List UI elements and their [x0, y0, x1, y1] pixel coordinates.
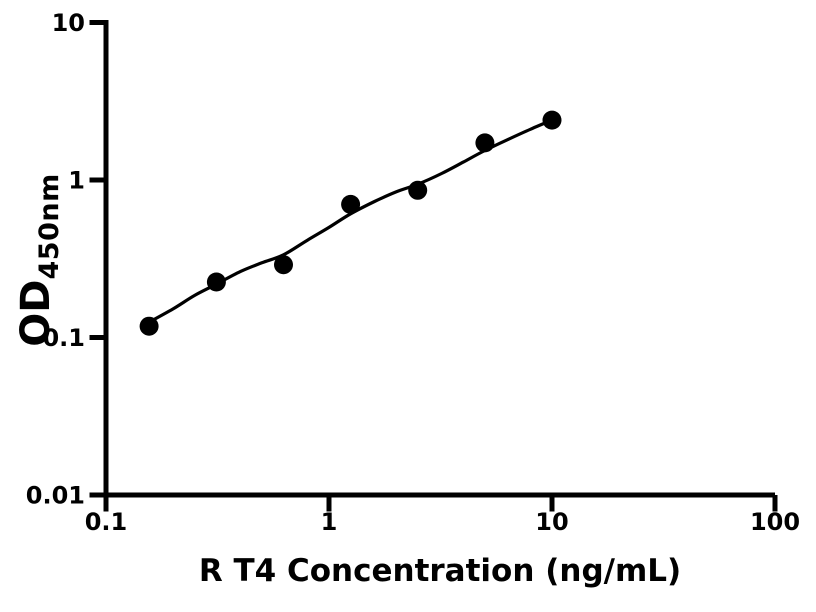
data-point [341, 194, 361, 214]
data-point [206, 272, 226, 292]
x-axis-label: R T4 Concentration (ng/mL) [198, 553, 682, 589]
data-point [542, 110, 562, 130]
data-point [139, 316, 159, 336]
data-point [274, 255, 293, 275]
y-axis-label: OD450nm [4, 140, 68, 380]
y-axis-label-subscript: 450nm [34, 173, 65, 280]
y-tick-label: 10 [52, 9, 85, 37]
x-tick-label: 1 [321, 508, 338, 536]
x-tick-label: 100 [750, 508, 800, 536]
x-tick-label: 0.1 [85, 508, 128, 536]
axis-spines [103, 20, 775, 498]
x-tick-label: 10 [535, 508, 568, 536]
y-tick-label: 0.1 [42, 324, 85, 352]
data-point [475, 133, 495, 153]
fit-curve [147, 118, 554, 324]
y-axis-label-base: OD [13, 279, 59, 347]
data-point [408, 180, 428, 200]
y-tick-label: 0.01 [26, 482, 85, 510]
y-tick-label: 1 [68, 167, 85, 195]
